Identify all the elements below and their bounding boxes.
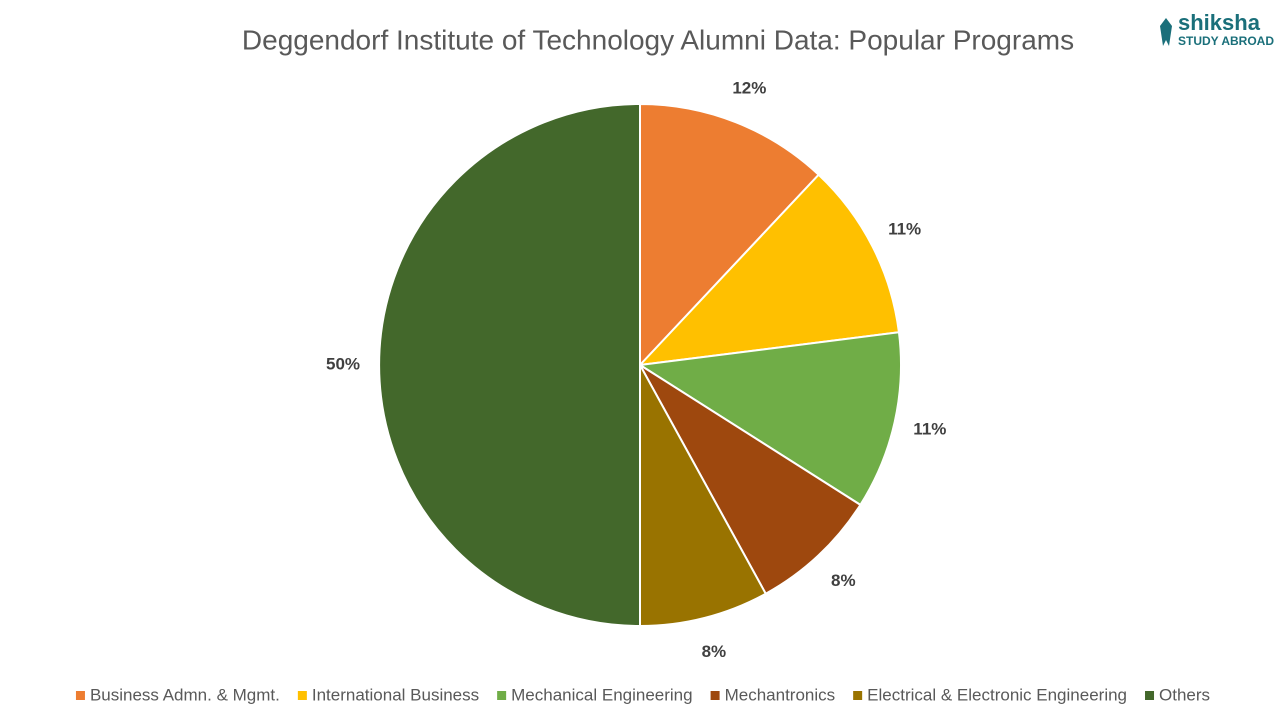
legend-swatch: [710, 691, 720, 700]
pie-slice: [639, 102, 821, 368]
data-label: 12%: [732, 78, 766, 97]
legend-label: Mechanical Engineering: [511, 685, 692, 704]
chart-title: Deggendorf Institute of Technology Alumn…: [242, 24, 1074, 55]
legend-swatch: [853, 691, 863, 700]
legend: Business Admn. & Mgmt. International Busi…: [75, 685, 1210, 704]
pie-slice: [639, 364, 768, 628]
logo-icon: [1160, 18, 1172, 46]
pie-slice: [637, 173, 901, 367]
pie-slice: [637, 331, 902, 507]
pie-slice: [639, 364, 862, 596]
legend-label: International Business: [312, 685, 479, 704]
data-label: 8%: [702, 642, 727, 661]
legend-label: Others: [1159, 685, 1210, 704]
logo-name: shiksha: [1178, 10, 1261, 35]
legend-label: Electrical & Electronic Engineering: [867, 685, 1127, 704]
data-label: 11%: [913, 419, 946, 438]
data-label: 8%: [831, 571, 856, 590]
logo-tagline: STUDY ABROAD: [1178, 34, 1274, 48]
legend-swatch: [497, 691, 507, 700]
legend-swatch: [297, 691, 307, 700]
legend-swatch: [1145, 691, 1155, 700]
logo: shiksha STUDY ABROAD: [1160, 10, 1274, 48]
legend-label: Business Admn. & Mgmt.: [90, 685, 280, 704]
legend-swatch: [75, 691, 85, 700]
data-label: 11%: [888, 220, 921, 239]
legend-label: Mechantronics: [725, 685, 836, 704]
pie-slice: [378, 102, 641, 628]
data-label: 50%: [326, 354, 360, 373]
